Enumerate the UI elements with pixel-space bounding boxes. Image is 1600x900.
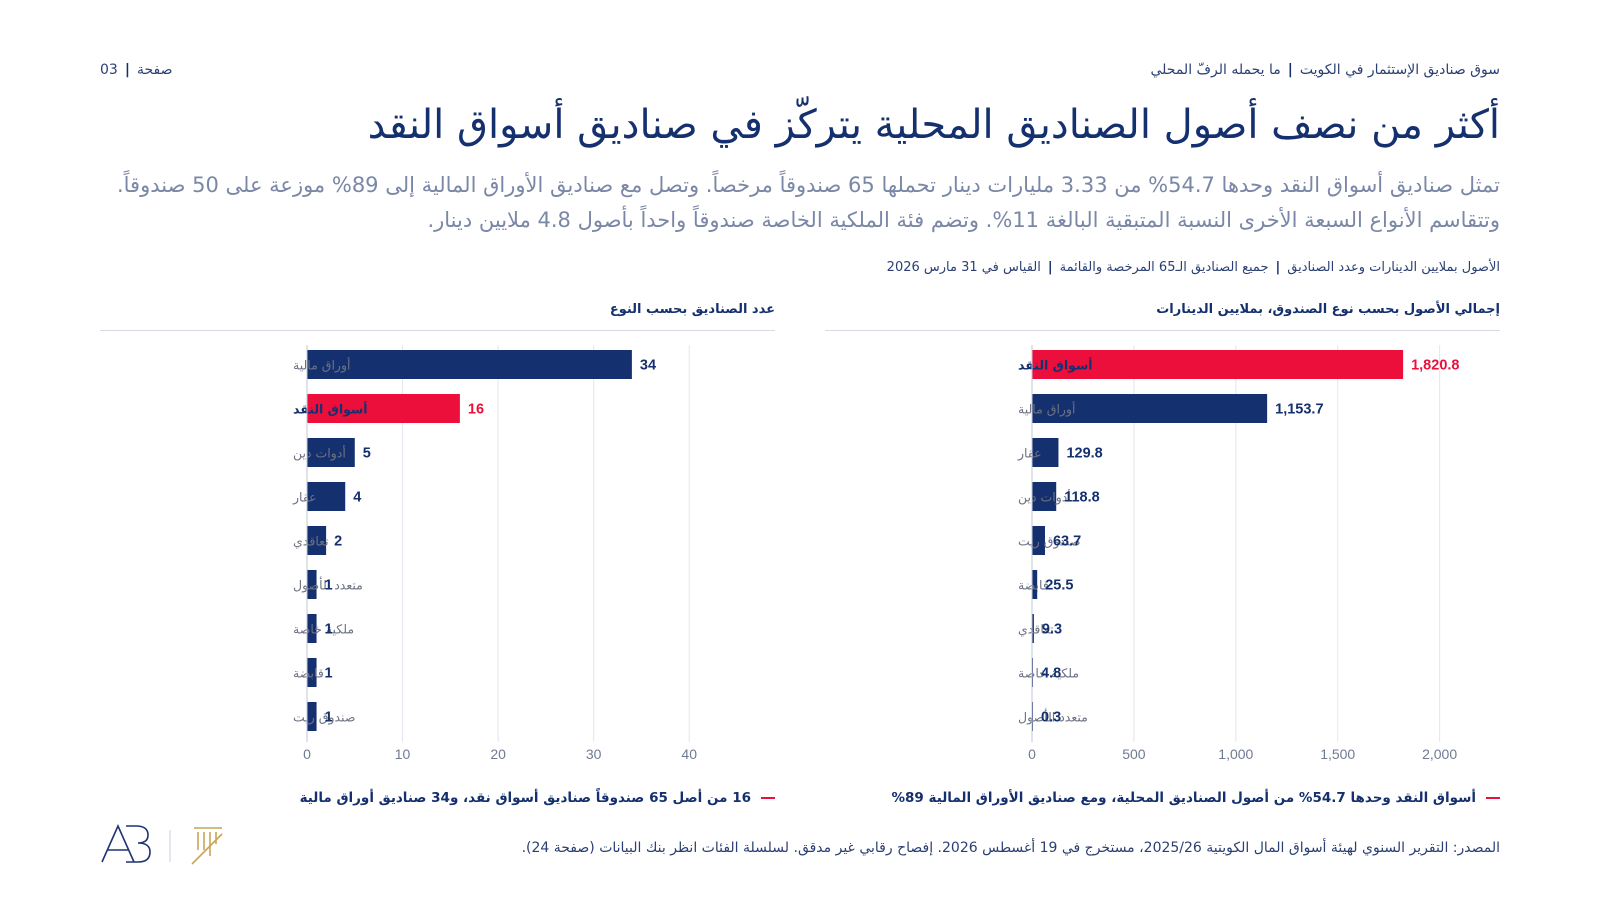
counts-category-label: تعاقدي [293,534,329,549]
counts-category-label: عقار [292,490,317,506]
assets-bar [1032,570,1038,599]
counts-chart-title: عدد الصناديق بحسب النوع [609,302,775,317]
logo-group [101,824,223,865]
meta-separator: | [1047,260,1053,275]
assets-value-label: 63.7 [1053,534,1081,550]
counts-bar [307,438,355,467]
breadcrumb-section: سوق صناديق الإستثمار في الكويت [1299,62,1500,78]
assets-bar [1032,350,1404,379]
counts-bar-chart: 0 10 20 30 40 أوراق مالية 34 أسواق النقد 16 أدوات… [292,345,697,762]
counts-bar [307,350,632,379]
assets-value-label: 129.8 [1066,446,1102,462]
source-note: المصدر: التقرير السنوي لهيئة أسواق المال… [521,840,1500,856]
assets-bar [1032,482,1057,511]
assets-x-tick-label: 1,500 [1320,746,1355,762]
counts-value-label: 16 [468,402,484,418]
counts-category-label: متعدد الأصول [293,577,363,594]
column-emblem [191,827,223,865]
counts-category-label: صندوق ريت [293,710,355,726]
counts-bar [307,614,317,643]
breadcrumb-separator: | [1287,62,1293,78]
counts-value-label: 34 [640,358,656,374]
assets-value-label: 4.8 [1041,666,1061,682]
assets-value-label: 1,820.8 [1411,358,1459,374]
counts-value-label: 1 [325,710,333,726]
footer-logos [100,820,235,868]
assets-category-label: متعدد الأصول [1018,709,1088,726]
counts-category-label: أدوات دين [293,445,346,462]
assets-bar [1032,526,1045,555]
counts-chart-note: 16 من أصل 65 صندوقاً صناديق أسواق نقد، و… [300,790,775,806]
counts-value-label: 5 [363,446,371,462]
assets-chart-title: إجمالي الأصول بحسب نوع الصندوق، بملايين … [1156,302,1500,317]
assets-category-label: تعاقدي [1018,622,1054,637]
assets-x-tick-label: 2,000 [1422,746,1457,762]
counts-category-label: أسواق النقد [293,401,368,417]
counts-x-tick-label: 30 [586,746,602,762]
brand-logo [101,824,151,863]
chart-meta: الأصول بملايين الدينارات وعدد الصناديق | ج… [887,260,1500,275]
lede-paragraph: تمثل صناديق أسواق النقد وحدها 54.7% من 3… [116,173,1500,232]
page-label: صفحة [136,62,173,78]
counts-category-label: قابضة [293,666,324,681]
assets-value-label: 25.5 [1045,578,1073,594]
assets-chart-note: أسواق النقد وحدها 54.7% من أصول الصناديق… [891,790,1500,806]
counts-note-text: 16 من أصل 65 صندوقاً صناديق أسواق نقد، و… [299,790,751,806]
counts-x-tick-label: 0 [303,746,311,762]
page-title: أكثر من نصف أصول الصناديق المحلية يتركّز… [367,102,1500,148]
assets-category-label: صندوق ريت [1018,534,1080,550]
assets-x-tick-label: 1,000 [1218,746,1253,762]
note-marker [1486,797,1500,799]
assets-bar [1032,438,1059,467]
counts-x-tick-label: 20 [490,746,506,762]
assets-category-label: أسواق النقد [1018,357,1093,373]
counts-bar [307,482,346,511]
assets-category-label: ملكية خاصة [1018,666,1079,681]
assets-value-label: 118.8 [1064,490,1100,506]
assets-bar [1032,614,1034,643]
counts-x-tick-label: 10 [395,746,411,762]
counts-title-rule [100,330,775,331]
assets-value-label: 9.3 [1042,622,1062,638]
meta-date: القياس في 31 مارس 2026 [886,260,1041,275]
assets-value-label: 1,153.7 [1275,402,1323,418]
assets-category-label: أوراق مالية [1018,401,1075,418]
counts-value-label: 1 [325,666,333,682]
counts-bar [307,658,317,687]
counts-bar [307,394,460,423]
counts-category-label: ملكية خاصة [293,622,354,637]
counts-value-label: 4 [353,490,361,506]
assets-bar-chart: 0 500 1,000 1,500 2,000 أسواق النقد 1,820.8 أور… [1017,345,1459,762]
assets-category-label: أدوات دين [1018,489,1071,506]
meta-units: الأصول بملايين الدينارات وعدد الصناديق [1287,260,1500,275]
meta-scope: جميع الصناديق الـ65 المرخصة والقائمة [1059,260,1269,275]
page-separator: | [124,62,130,78]
breadcrumb: سوق صناديق الإستثمار في الكويت | ما يحمله … [1151,62,1501,78]
counts-value-label: 1 [325,622,333,638]
counts-value-label: 1 [325,578,333,594]
counts-bar [307,526,327,555]
assets-value-label: 0.3 [1041,710,1061,726]
counts-bar [307,570,317,599]
assets-title-rule [825,330,1500,331]
assets-x-tick-label: 500 [1122,746,1146,762]
page-indicator: صفحة | 03 [100,62,172,78]
counts-value-label: 2 [334,534,342,550]
assets-note-text: أسواق النقد وحدها 54.7% من أصول الصناديق… [891,790,1476,806]
assets-bar [1032,394,1268,423]
page-number: 03 [100,62,118,78]
counts-x-tick-label: 40 [681,746,697,762]
assets-category-label: عقار [1017,446,1042,462]
meta-separator: | [1275,260,1281,275]
note-marker [761,797,775,799]
counts-bar [307,702,317,731]
breadcrumb-topic: ما يحمله الرفّ المحلي [1150,62,1281,78]
assets-category-label: قابضة [1018,578,1049,593]
assets-x-tick-label: 0 [1028,746,1036,762]
counts-category-label: أوراق مالية [293,357,350,374]
